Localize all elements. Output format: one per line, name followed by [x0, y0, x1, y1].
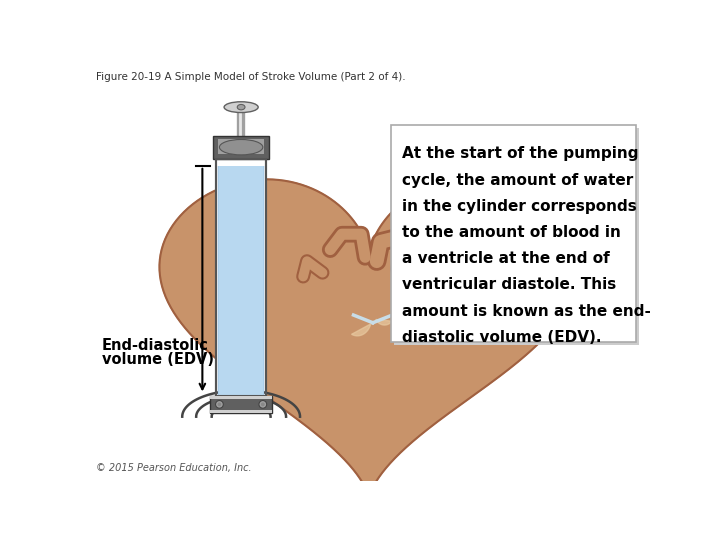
- Bar: [216, 159, 266, 396]
- Text: End-diastolic: End-diastolic: [102, 338, 209, 353]
- Ellipse shape: [224, 102, 258, 112]
- Polygon shape: [159, 179, 579, 500]
- Text: At the start of the pumping: At the start of the pumping: [402, 146, 638, 161]
- Ellipse shape: [261, 402, 265, 406]
- Ellipse shape: [217, 402, 221, 406]
- Text: ventricular diastole. This: ventricular diastole. This: [402, 278, 616, 292]
- Bar: [394, 128, 639, 345]
- Bar: [216, 166, 220, 396]
- Text: amount is known as the end-: amount is known as the end-: [402, 303, 650, 319]
- Bar: [263, 166, 266, 396]
- Ellipse shape: [259, 401, 266, 408]
- Bar: [391, 125, 636, 342]
- Bar: [218, 166, 264, 396]
- Ellipse shape: [330, 342, 400, 388]
- Ellipse shape: [220, 139, 263, 155]
- Bar: [210, 396, 272, 413]
- Polygon shape: [376, 320, 392, 325]
- Bar: [218, 139, 264, 154]
- Text: volume (EDV): volume (EDV): [102, 352, 214, 367]
- Polygon shape: [351, 324, 371, 336]
- Bar: [210, 410, 272, 413]
- Text: in the cylinder corresponds: in the cylinder corresponds: [402, 199, 636, 214]
- Bar: [216, 159, 266, 396]
- Text: diastolic volume (EDV).: diastolic volume (EDV).: [402, 330, 601, 345]
- Ellipse shape: [238, 104, 245, 110]
- Ellipse shape: [215, 401, 223, 408]
- Bar: [213, 136, 269, 159]
- Bar: [210, 396, 272, 399]
- Text: a ventricle at the end of: a ventricle at the end of: [402, 251, 609, 266]
- Text: © 2015 Pearson Education, Inc.: © 2015 Pearson Education, Inc.: [96, 463, 252, 473]
- Text: Figure 20-19 A Simple Model of Stroke Volume (Part 2 of 4).: Figure 20-19 A Simple Model of Stroke Vo…: [96, 72, 406, 83]
- Text: cycle, the amount of water: cycle, the amount of water: [402, 173, 633, 187]
- Text: to the amount of blood in: to the amount of blood in: [402, 225, 621, 240]
